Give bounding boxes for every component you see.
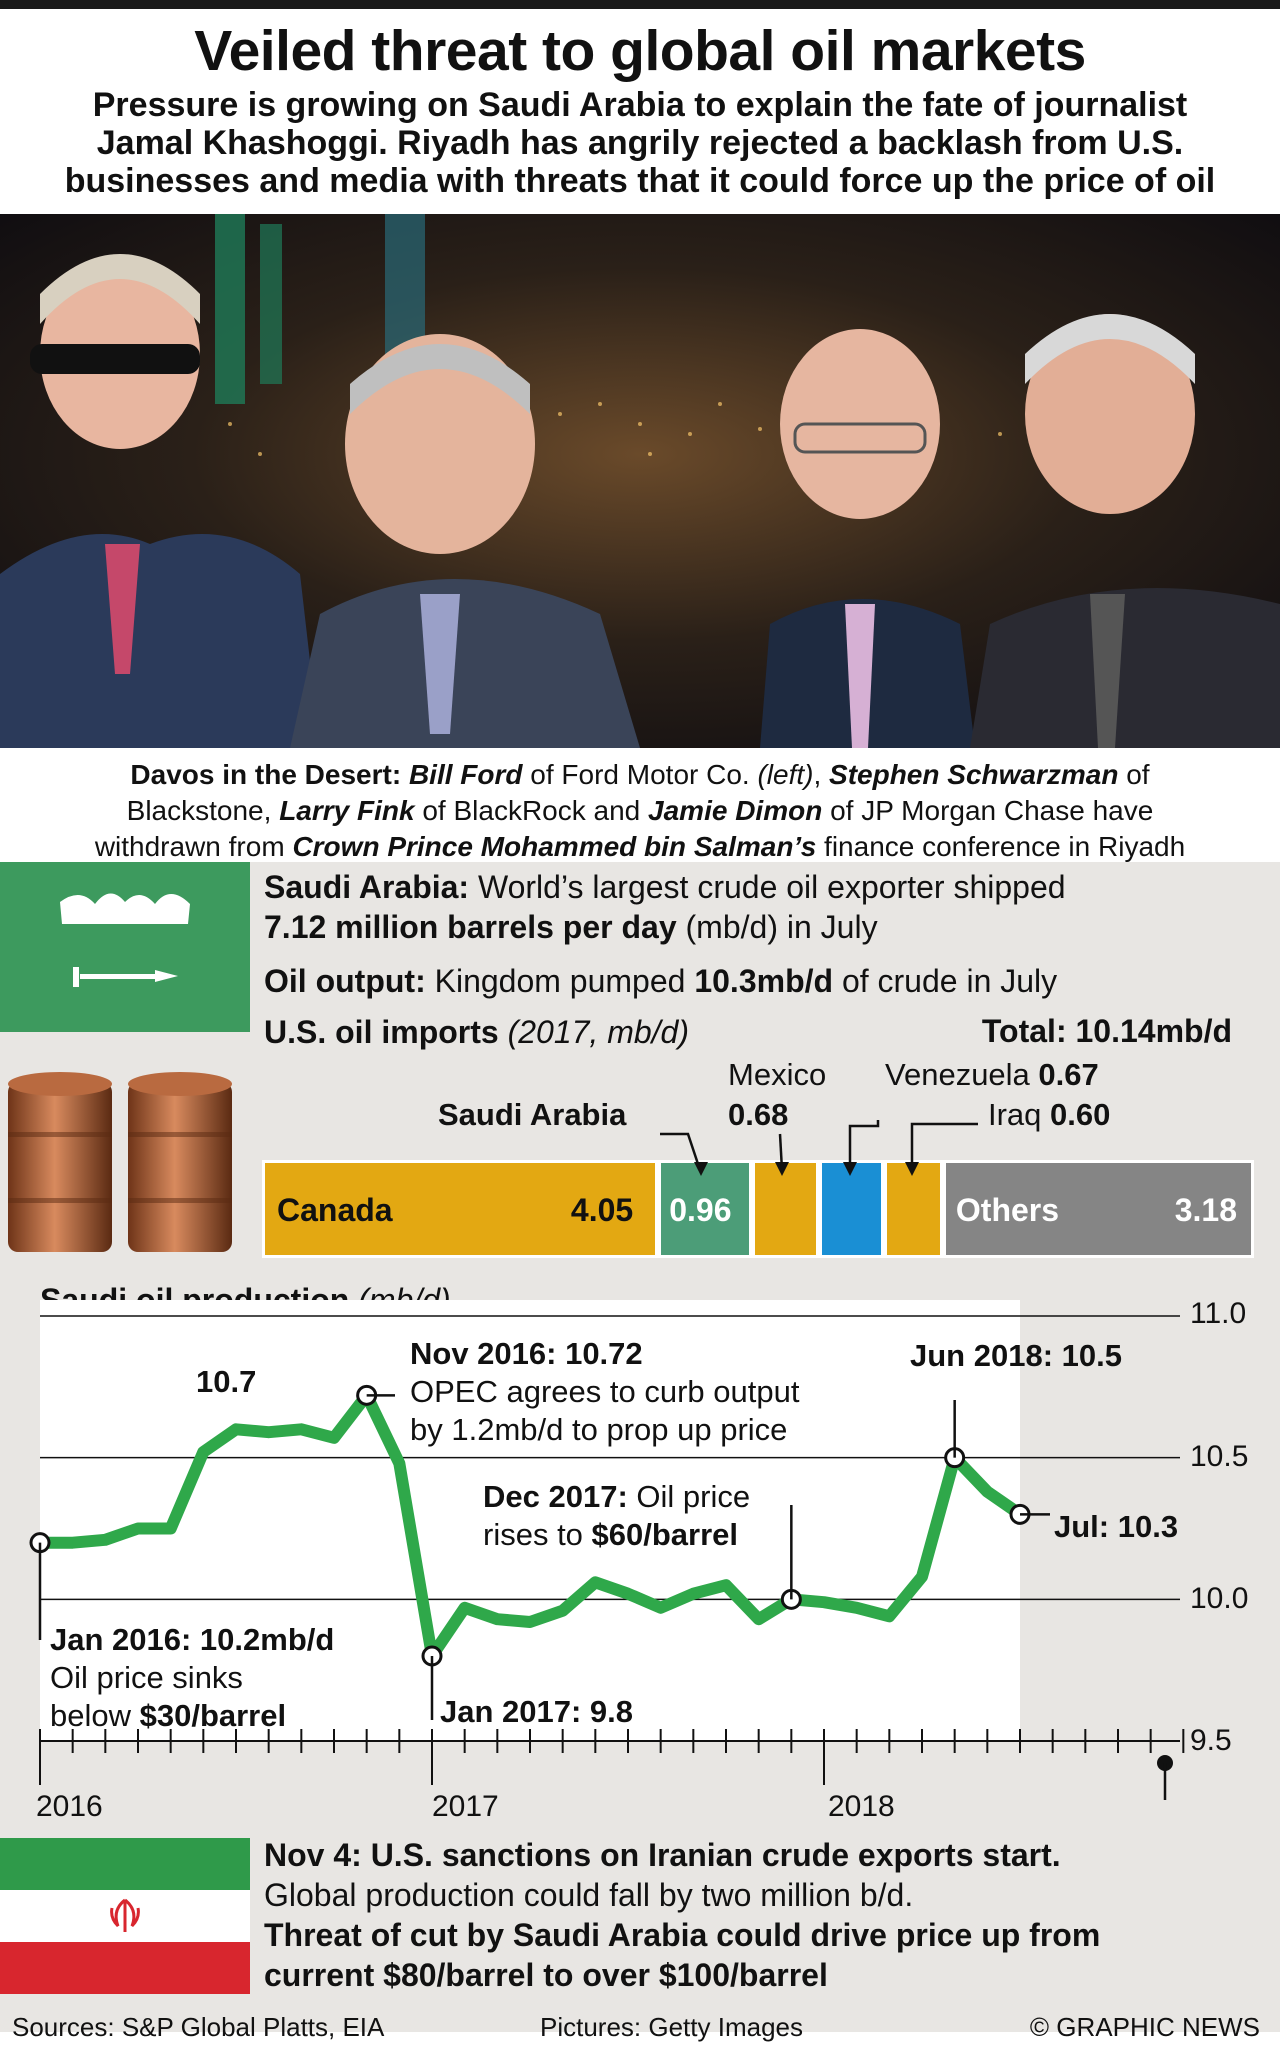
data-point bbox=[104, 1539, 106, 1541]
caption-line: Davos in the Desert: Bill Ford of Ford M… bbox=[130, 759, 1150, 790]
chart-plot-area bbox=[40, 1300, 1020, 1740]
sources-credit: Sources: S&P Global Platts, EIA bbox=[12, 2012, 385, 2042]
executives-photo bbox=[0, 214, 1280, 748]
bar-canada: Canada 4.05 bbox=[262, 1160, 659, 1258]
data-point bbox=[692, 1593, 694, 1595]
data-point bbox=[300, 1428, 302, 1430]
year-2017: 2017 bbox=[432, 1790, 499, 1823]
jan2017-annotation: Jan 2017: 9.8 bbox=[440, 1694, 634, 1729]
page-title: Veiled threat to global oil markets bbox=[194, 19, 1086, 83]
saudi-exports-line2: 7.12 million barrels per day (mb/d) in J… bbox=[264, 909, 878, 945]
data-point bbox=[627, 1593, 629, 1595]
y-tick-10: 10.0 bbox=[1190, 1582, 1249, 1615]
data-point bbox=[398, 1462, 400, 1464]
data-point bbox=[660, 1607, 662, 1609]
caption-line: withdrawn from Crown Prince Mohammed bin… bbox=[94, 831, 1186, 862]
oil-output-line: Oil output: Kingdom pumped 10.3mb/d of c… bbox=[264, 963, 1058, 999]
data-point bbox=[725, 1584, 727, 1586]
y-tick-9-5: 9.5 bbox=[1190, 1724, 1232, 1757]
venezuela-leader bbox=[848, 1120, 880, 1170]
bar-others: Others 3.18 bbox=[942, 1160, 1254, 1258]
saudi-import-label: Saudi Arabia bbox=[438, 1097, 627, 1132]
data-point bbox=[202, 1451, 204, 1453]
saudi-leader bbox=[660, 1132, 702, 1171]
jan2016-annotation: Jan 2016: 10.2mb/d Oil price sinks below… bbox=[50, 1622, 335, 1733]
venezuela-label: Venezuela 0.67 bbox=[885, 1057, 1099, 1092]
others-value: 3.18 bbox=[1174, 1192, 1237, 1228]
us-imports-heading: U.S. oil imports (2017, mb/d) bbox=[264, 1014, 689, 1050]
photo-caption: Davos in the Desert: Bill Ford of Ford M… bbox=[10, 757, 1270, 865]
data-point bbox=[268, 1431, 270, 1433]
mexico-label: Mexico bbox=[728, 1057, 827, 1092]
footer: Sources: S&P Global Platts, EIA Pictures… bbox=[0, 2002, 1280, 2054]
data-point bbox=[137, 1528, 139, 1529]
data-point bbox=[562, 1610, 564, 1612]
bar-mexico bbox=[752, 1160, 819, 1258]
x-axis bbox=[39, 1729, 1185, 1785]
data-point bbox=[235, 1428, 237, 1430]
data-point bbox=[529, 1621, 531, 1623]
oil-barrels-icon bbox=[8, 1072, 232, 1252]
data-point bbox=[594, 1581, 596, 1583]
data-point bbox=[72, 1542, 74, 1544]
saudi-exports-line: Saudi Arabia: World’s largest crude oil … bbox=[264, 869, 1066, 905]
iran-flag-graphic bbox=[0, 1838, 250, 1994]
imports-total: Total: 10.14mb/d bbox=[981, 1013, 1232, 1049]
subtitle-line: businesses and media with threats that i… bbox=[64, 162, 1216, 200]
data-point bbox=[333, 1437, 335, 1439]
iran-sanctions-text: Nov 4: U.S. sanctions on Iranian crude e… bbox=[264, 1837, 1101, 1993]
pictures-credit: Pictures: Getty Images bbox=[540, 2012, 803, 2042]
bar-iraq bbox=[884, 1160, 943, 1258]
barrel-right bbox=[128, 1072, 232, 1252]
subtitle-line: Jamal Khashoggi. Riyadh has angrily reje… bbox=[96, 124, 1184, 162]
iraq-leader bbox=[910, 1122, 978, 1170]
graphic-news-credit: © GRAPHIC NEWS bbox=[1029, 2012, 1260, 2042]
saudi-flag-emblem bbox=[60, 893, 190, 987]
jun2018-annotation: Jun 2018: 10.5 bbox=[910, 1338, 1122, 1373]
canada-value: 4.05 bbox=[570, 1192, 634, 1228]
nov2016-annotation: Nov 2016: 10.72 OPEC agrees to curb outp… bbox=[410, 1336, 800, 1447]
top-bar bbox=[0, 0, 1280, 9]
data-point bbox=[758, 1618, 760, 1620]
callout-markers bbox=[29, 1384, 1173, 1800]
data-point bbox=[496, 1618, 498, 1620]
year-2016: 2016 bbox=[36, 1790, 103, 1823]
y-tick-11: 11.0 bbox=[1190, 1297, 1247, 1330]
iraq-label: Iraq 0.60 bbox=[988, 1097, 1111, 1132]
subtitle-line: Pressure is growing on Saudi Arabia to e… bbox=[92, 86, 1188, 124]
mexico-value: 0.68 bbox=[728, 1097, 789, 1132]
saudi-flag bbox=[0, 862, 250, 1032]
others-label: Others bbox=[955, 1192, 1060, 1228]
data-point bbox=[823, 1601, 825, 1603]
caption-line: Blackstone, Larry Fink of BlackRock and … bbox=[126, 795, 1154, 826]
data-point bbox=[464, 1607, 466, 1609]
y-tick-10-5: 10.5 bbox=[1190, 1440, 1249, 1473]
subtitle: Pressure is growing on Saudi Arabia to e… bbox=[20, 86, 1260, 200]
jul-annotation: Jul: 10.3 bbox=[1054, 1509, 1179, 1544]
iran-flag bbox=[0, 1838, 250, 1994]
data-point bbox=[921, 1576, 923, 1578]
bar-venezuela bbox=[818, 1160, 885, 1258]
production-chart bbox=[29, 1300, 1185, 1800]
production-points bbox=[39, 1394, 1021, 1657]
photo-illustration bbox=[0, 214, 1280, 748]
data-point bbox=[856, 1607, 858, 1609]
barrel-left bbox=[8, 1072, 112, 1252]
data-point bbox=[170, 1528, 172, 1529]
import-leader-lines bbox=[660, 1120, 978, 1176]
peak-label: 10.7 bbox=[196, 1364, 257, 1399]
data-point bbox=[986, 1491, 988, 1493]
data-point bbox=[888, 1615, 890, 1617]
gridlines bbox=[40, 1315, 1180, 1601]
bar-saudi-arabia: 0.96 bbox=[658, 1160, 753, 1258]
year-2018: 2018 bbox=[828, 1790, 895, 1823]
saudi-value: 0.96 bbox=[669, 1192, 732, 1228]
dec2017-annotation: Dec 2017: Oil price rises to $60/barrel bbox=[483, 1479, 751, 1552]
canada-label: Canada bbox=[277, 1192, 393, 1228]
